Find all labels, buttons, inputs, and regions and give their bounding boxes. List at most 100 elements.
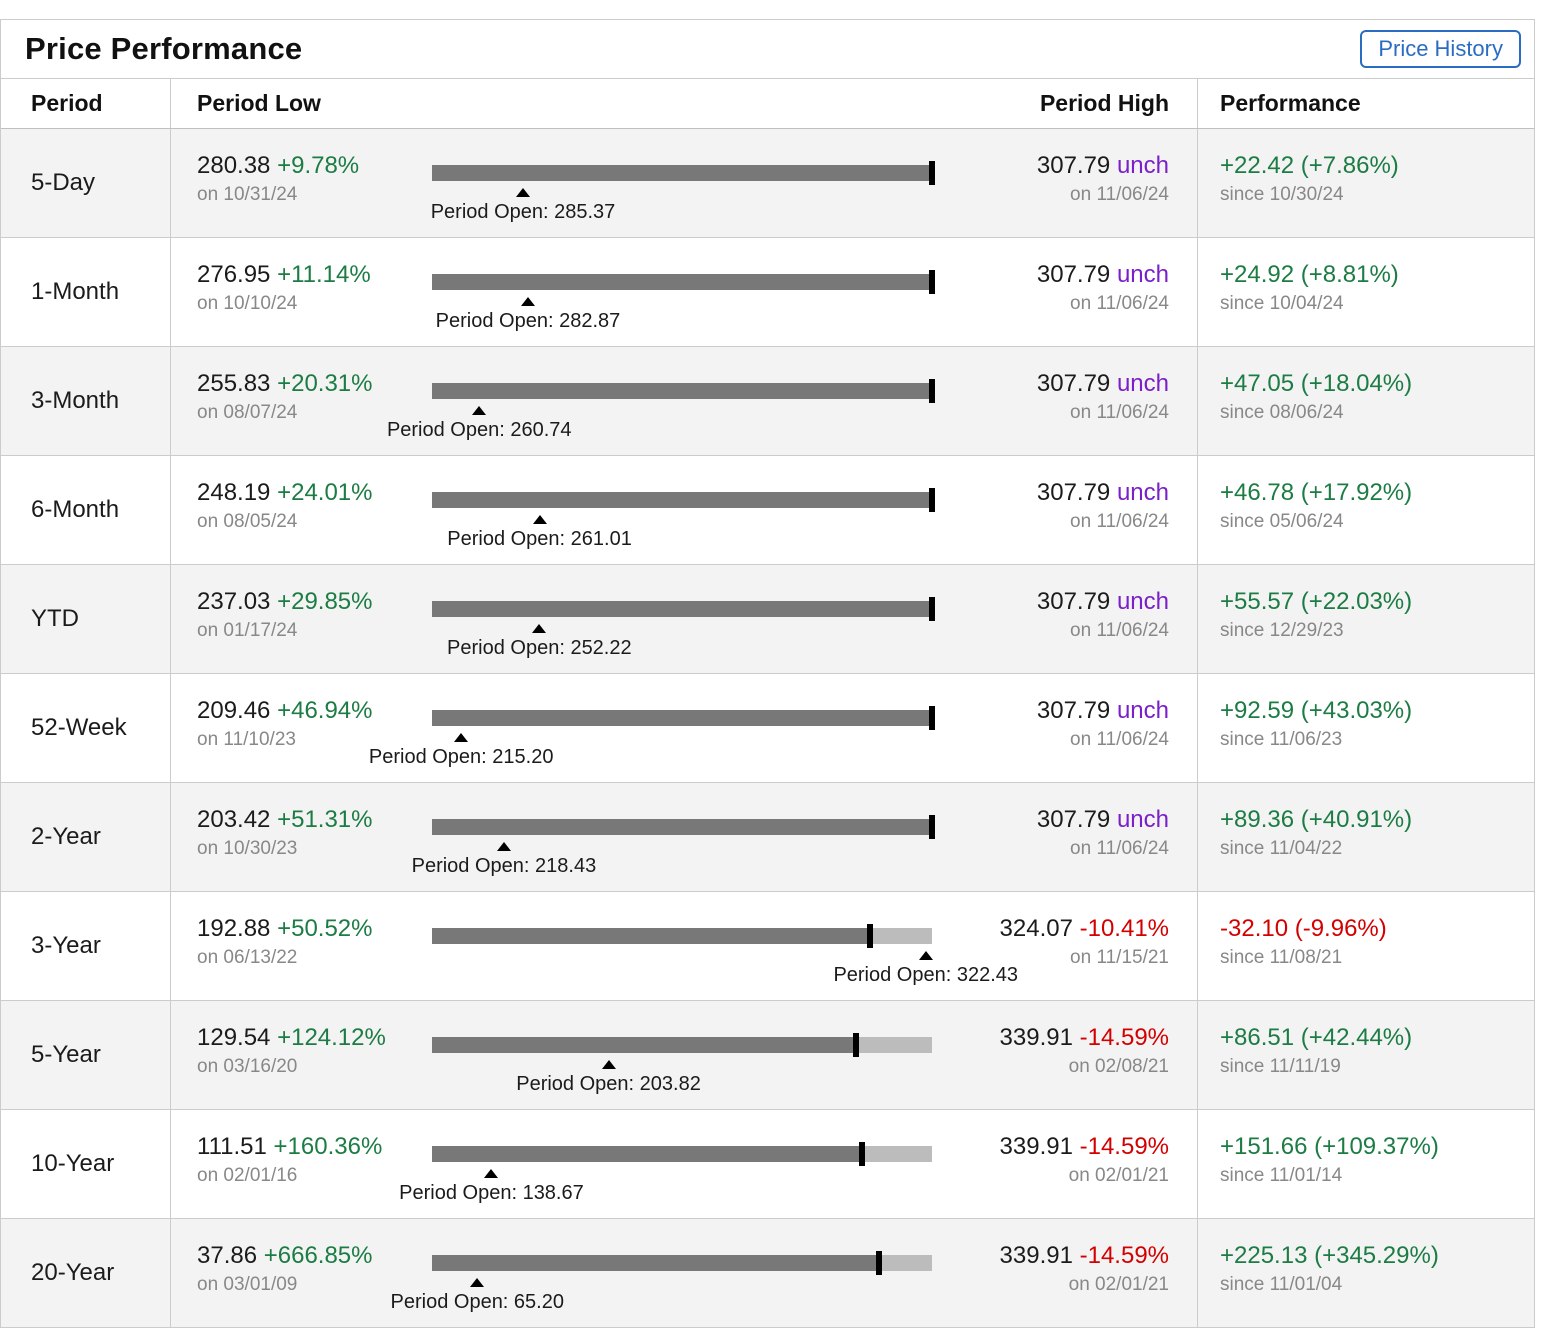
period-high-change: -10.41% [1079,915,1169,942]
bar-track [432,1251,932,1275]
last-price-marker [929,597,935,621]
period-low-value: 248.19 [197,479,271,506]
period-open-marker-icon [918,951,933,960]
bar-track [432,706,935,730]
bar-track [432,161,935,185]
last-price-marker [929,706,935,730]
period-high-value: 307.79 [1036,479,1111,506]
table-row: 5-Year 129.54 +124.12% on 03/16/20 Perio… [1,1000,1534,1109]
period-high-block: 339.91 -14.59% on 02/01/21 [1000,1132,1169,1189]
period-low-block: 255.83 +20.31% on 08/07/24 [197,369,373,426]
bar-fill [432,819,932,835]
period-high-date: on 11/06/24 [1070,838,1169,859]
performance-value: -32.10 (-9.96%) [1220,915,1387,942]
period-high-change: unch [1116,806,1169,833]
period-low-value: 192.88 [197,915,271,942]
bar-fill [432,383,932,399]
price-history-button[interactable]: Price History [1360,30,1521,68]
period-label: 6-Month [31,496,120,523]
period-low-block: 209.46 +46.94% on 11/10/23 [197,696,373,753]
price-range-bar: Period Open: 282.87 [432,238,935,346]
period-low-date: on 10/10/24 [197,293,298,314]
page-title: Price Performance [25,31,303,66]
period-low-date: on 02/01/16 [197,1165,298,1186]
bar-track [432,597,935,621]
period-low-value: 237.03 [197,588,271,615]
performance-date: since 11/11/19 [1220,1056,1341,1077]
performance-date: since 11/01/14 [1220,1165,1343,1186]
period-high-date: on 11/06/24 [1070,729,1169,750]
performance-date: since 11/04/22 [1220,838,1343,859]
period-open-marker-icon [496,842,511,851]
period-low-block: 37.86 +666.85% on 03/01/09 [197,1241,373,1298]
last-price-marker [866,924,873,948]
period-high-value: 307.79 [1036,152,1111,179]
price-performance-widget: Price Performance Price History Period P… [0,19,1535,1328]
period-low-date: on 08/07/24 [197,402,298,423]
period-high-date: on 11/06/24 [1070,184,1169,205]
period-high-date: on 11/06/24 [1070,620,1169,641]
period-low-block: 248.19 +24.01% on 08/05/24 [197,478,373,535]
period-high-block: 307.79 unch on 11/06/24 [1037,587,1169,644]
period-label: 3-Month [31,387,120,414]
table-row: 2-Year 203.42 +51.31% on 10/30/23 Period… [1,782,1534,891]
period-high-date: on 02/01/21 [1068,1274,1169,1295]
period-high-value: 324.07 [999,915,1073,942]
bar-fill [432,1255,879,1271]
last-price-marker [929,488,935,512]
table-row: 10-Year 111.51 +160.36% on 02/01/16 Peri… [1,1109,1534,1218]
table-row: 6-Month 248.19 +24.01% on 08/05/24 Perio… [1,455,1534,564]
table-row: 5-Day 280.38 +9.78% on 10/31/24 Period O… [1,129,1534,237]
period-high-change: unch [1116,479,1169,506]
period-open-marker-icon [472,406,487,415]
last-price-marker [929,270,935,294]
column-header-period-low: Period Low [197,90,321,116]
last-price-marker [929,815,935,839]
period-label: 5-Day [31,169,96,196]
period-low-change: +666.85% [263,1242,373,1269]
table-row: 3-Month 255.83 +20.31% on 08/07/24 Perio… [1,346,1534,455]
period-low-block: 276.95 +11.14% on 10/10/24 [197,260,371,317]
period-low-change: +9.78% [277,152,360,179]
bar-fill [432,165,932,181]
period-high-block: 339.91 -14.59% on 02/08/21 [1000,1023,1169,1080]
period-high-block: 307.79 unch on 11/06/24 [1037,260,1169,317]
period-high-change: -14.59% [1079,1024,1169,1051]
period-low-date: on 01/17/24 [197,620,298,641]
performance-value: +89.36 (+40.91%) [1220,806,1413,833]
table-row: 20-Year 37.86 +666.85% on 03/01/09 Perio… [1,1218,1534,1327]
column-header-performance: Performance [1197,79,1534,128]
period-low-value: 280.38 [197,152,271,179]
period-high-date: on 11/06/24 [1070,293,1169,314]
last-price-marker [852,1033,859,1057]
bar-fill [432,492,932,508]
period-low-date: on 03/01/09 [197,1274,298,1295]
period-high-change: unch [1116,588,1169,615]
period-open-marker-icon [601,1060,616,1069]
period-low-block: 111.51 +160.36% on 02/01/16 [197,1132,382,1189]
period-low-change: +160.36% [273,1133,383,1160]
period-high-value: 339.91 [999,1133,1073,1160]
bar-track [432,1033,932,1057]
period-high-block: 307.79 unch on 11/06/24 [1037,805,1169,862]
period-low-value: 111.51 [197,1133,267,1160]
performance-date: since 11/01/04 [1220,1274,1343,1295]
table-header: Period Period Low Period High Performanc… [1,78,1534,129]
performance-date: since 10/30/24 [1220,184,1344,205]
period-high-date: on 02/08/21 [1068,1056,1169,1077]
period-open-label: Period Open: 261.01 [447,528,632,550]
period-high-date: on 11/15/21 [1070,947,1169,968]
price-range-bar: Period Open: 260.74 [387,347,935,455]
period-label: 20-Year [31,1259,115,1286]
performance-date: since 08/06/24 [1220,402,1344,423]
performance-value: +92.59 (+43.03%) [1220,697,1413,724]
period-high-block: 307.79 unch on 11/06/24 [1037,151,1169,208]
period-low-change: +46.94% [277,697,373,724]
period-high-change: -14.59% [1079,1133,1169,1160]
period-open-label: Period Open: 215.20 [368,746,554,768]
period-low-value: 203.42 [197,806,271,833]
price-range-bar: Period Open: 203.82 [432,1001,932,1109]
period-high-block: 339.91 -14.59% on 02/01/21 [1000,1241,1169,1298]
column-header-mid: Period Low Period High [171,79,1197,128]
bar-fill [432,710,932,726]
